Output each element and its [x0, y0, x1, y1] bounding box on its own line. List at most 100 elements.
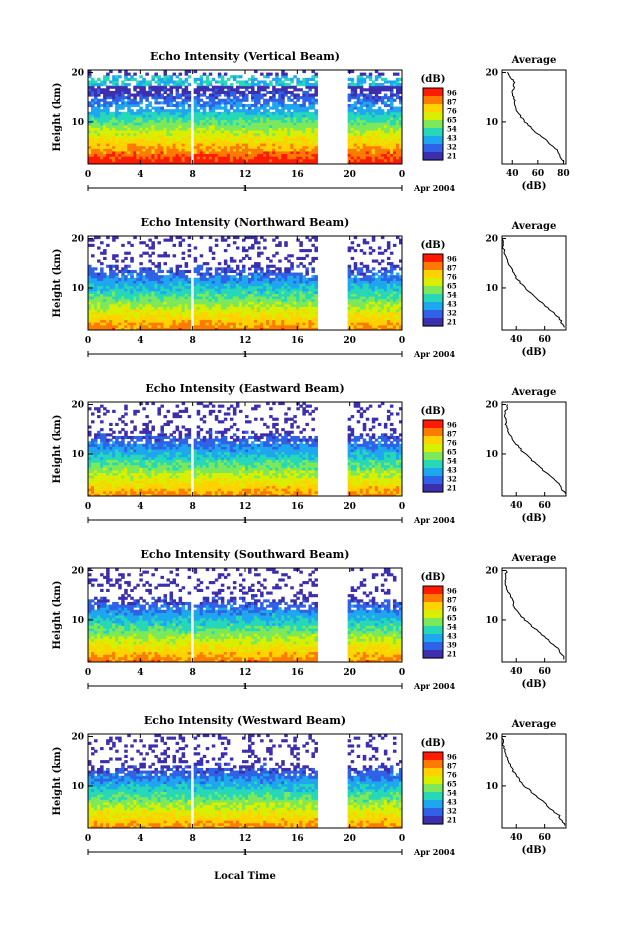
- heat-cell: [197, 109, 201, 112]
- heat-cell: [311, 244, 315, 247]
- heat-cell: [263, 273, 267, 276]
- heat-cell: [269, 73, 273, 76]
- heat-cell: [97, 260, 101, 263]
- heat-cell: [314, 246, 318, 249]
- heat-cell: [290, 99, 294, 102]
- heat-cell: [121, 244, 125, 247]
- colorbar-swatch: [423, 136, 443, 145]
- heat-cell: [136, 91, 140, 94]
- heat-cell: [236, 75, 240, 78]
- heat-cell: [305, 254, 309, 257]
- average-x-tick-label: 60: [532, 169, 545, 179]
- heat-cell: [305, 91, 309, 94]
- heat-cell: [314, 99, 318, 102]
- heat-cell: [103, 88, 107, 91]
- heat-cell: [133, 86, 137, 89]
- heat-cell: [245, 249, 249, 252]
- y-axis-label: Height (km): [52, 83, 63, 152]
- average-profile-line: [507, 73, 564, 162]
- heat-cell: [100, 252, 104, 255]
- heat-cell: [160, 86, 164, 89]
- heat-cell: [230, 99, 234, 102]
- heat-cell: [100, 88, 104, 91]
- heat-cell: [194, 267, 198, 270]
- heat-cell: [387, 104, 391, 107]
- heat-cell: [230, 112, 234, 115]
- heat-cell: [242, 246, 246, 249]
- heat-cell: [106, 244, 110, 247]
- heat-cell: [118, 112, 122, 115]
- heat-cell: [290, 78, 294, 81]
- heat-cell: [275, 273, 279, 276]
- heat-cell: [121, 80, 125, 83]
- heat-cell: [260, 252, 264, 255]
- heat-cell: [348, 78, 352, 81]
- heat-cell: [242, 91, 246, 94]
- heat-cell: [239, 80, 243, 83]
- heat-cell: [188, 75, 192, 78]
- heat-cell: [163, 109, 167, 112]
- heat-cell: [269, 265, 273, 268]
- heat-cell: [366, 75, 370, 78]
- heat-cell: [357, 244, 361, 247]
- heat-cell: [384, 78, 388, 81]
- heat-cell: [142, 275, 146, 278]
- heat-cell: [182, 270, 186, 273]
- heat-cell: [215, 112, 219, 115]
- heat-cell: [263, 75, 267, 78]
- heat-cell: [154, 73, 158, 76]
- average-x-tick-label: 40: [506, 169, 519, 179]
- heat-cell: [305, 107, 309, 110]
- heat-cell: [179, 78, 183, 81]
- heat-cell: [287, 267, 291, 270]
- heat-cell: [145, 267, 149, 270]
- heat-cell: [393, 73, 397, 76]
- heat-cell: [157, 107, 161, 110]
- heat-cell: [354, 262, 358, 265]
- heat-cell: [103, 273, 107, 276]
- heat-cell: [239, 91, 243, 94]
- heat-cell: [148, 101, 152, 104]
- heat-cell: [272, 112, 276, 115]
- heat-cell: [200, 94, 204, 97]
- heat-cell: [236, 80, 240, 83]
- heat-cell: [209, 273, 213, 276]
- heat-cell: [269, 107, 273, 110]
- heat-cell: [215, 86, 219, 89]
- heat-cell: [130, 94, 134, 97]
- heat-cell: [139, 262, 143, 265]
- heat-cell: [124, 112, 128, 115]
- heat-cell: [366, 275, 370, 278]
- heat-cell: [176, 101, 180, 104]
- heat-cell: [360, 262, 364, 265]
- heat-cell: [130, 270, 134, 273]
- heat-cell: [212, 86, 216, 89]
- heat-cell: [97, 273, 101, 276]
- heat-cell: [91, 239, 95, 242]
- heat-cell: [121, 267, 125, 270]
- heat-cell: [103, 75, 107, 78]
- heat-cell: [179, 270, 183, 273]
- heat-cell: [278, 109, 282, 112]
- heat-cell: [281, 80, 285, 83]
- heat-cell: [302, 275, 306, 278]
- heat-cell: [351, 241, 355, 244]
- heat-cell: [239, 109, 243, 112]
- heat-cell: [275, 73, 279, 76]
- heat-cell: [212, 78, 216, 81]
- heat-cell: [88, 101, 92, 104]
- heat-cell: [112, 270, 116, 273]
- heat-cell: [215, 244, 219, 247]
- heat-cell: [293, 75, 297, 78]
- heat-cell: [112, 91, 116, 94]
- heat-cell: [185, 109, 189, 112]
- heat-cell: [200, 104, 204, 107]
- heat-cell: [233, 75, 237, 78]
- heat-cell: [109, 265, 113, 268]
- heat-cell: [236, 86, 240, 89]
- heat-cell: [387, 96, 391, 99]
- heat-cell: [157, 254, 161, 257]
- heat-cell: [163, 252, 167, 255]
- heat-cell: [269, 278, 273, 281]
